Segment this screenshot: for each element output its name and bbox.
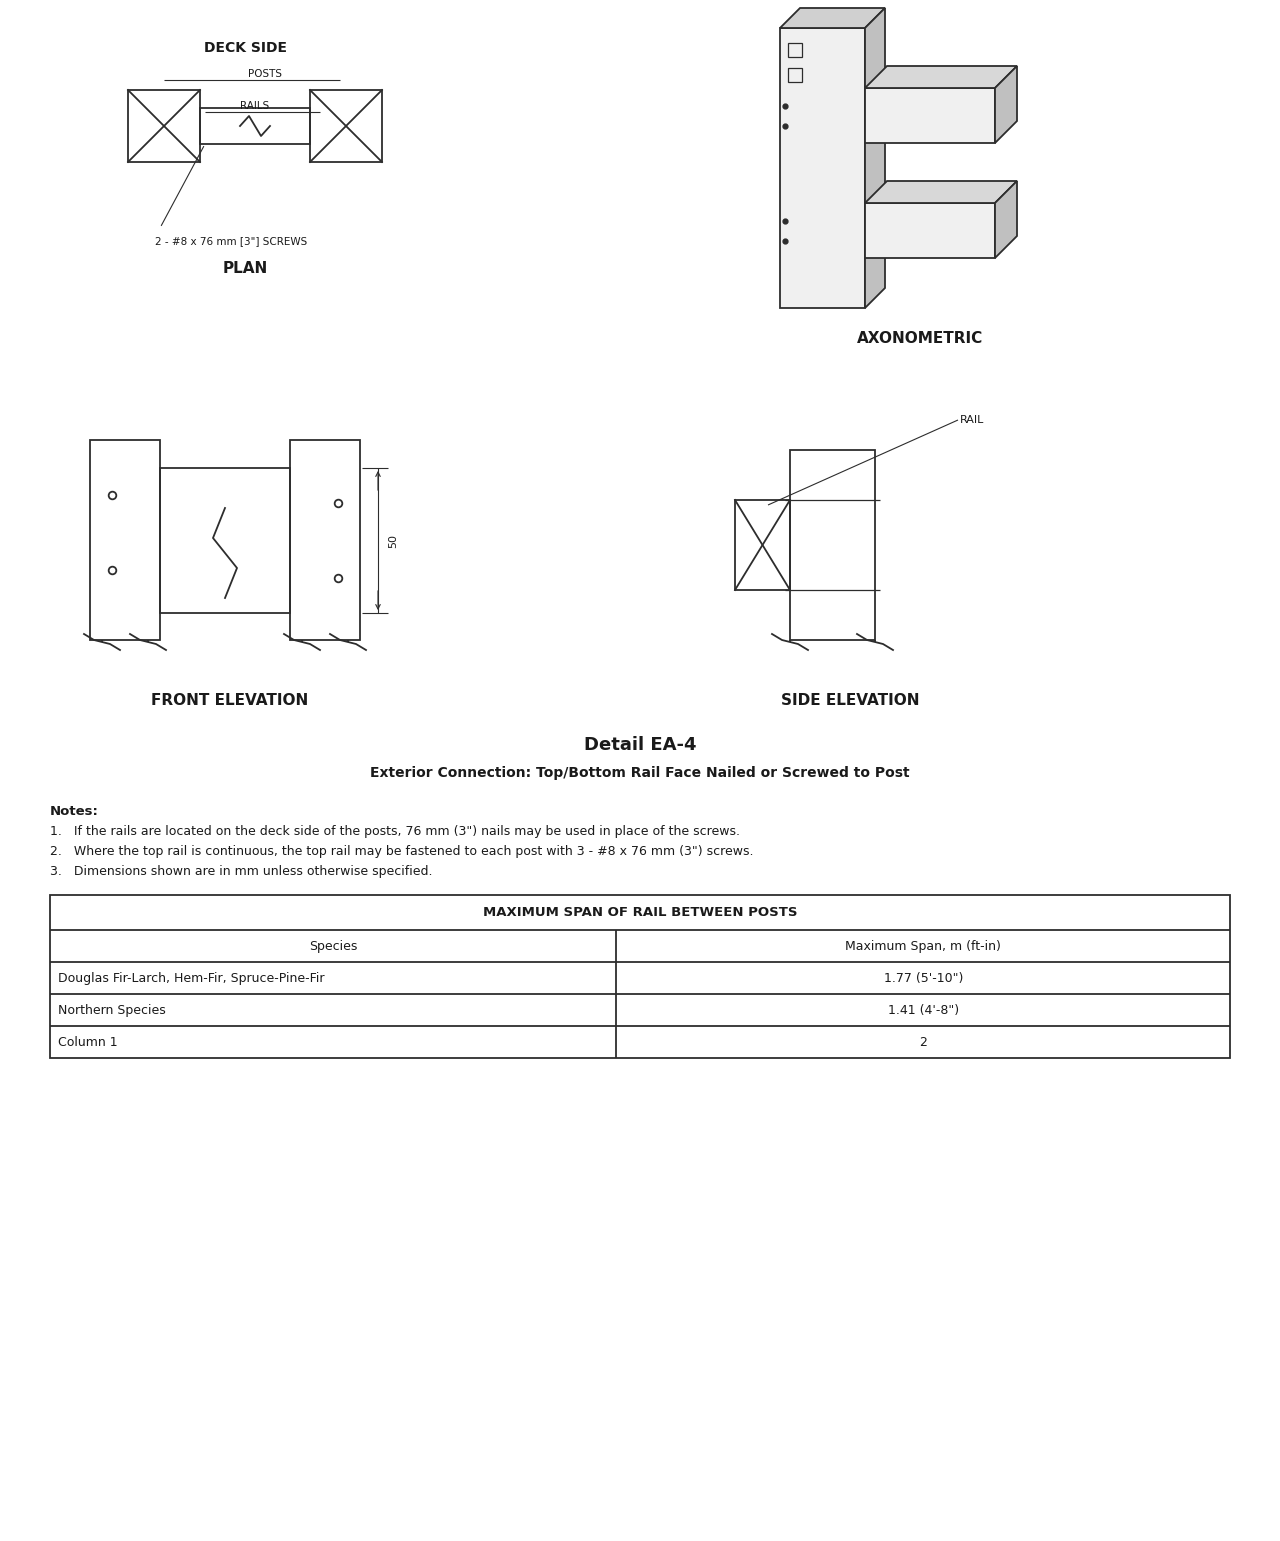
Bar xyxy=(128,89,200,162)
Text: AXONOMETRIC: AXONOMETRIC xyxy=(856,330,983,345)
Polygon shape xyxy=(865,8,884,308)
Text: Maximum Span, m (ft-in): Maximum Span, m (ft-in) xyxy=(845,940,1001,952)
Bar xyxy=(200,108,310,143)
Bar xyxy=(735,499,790,590)
Text: POSTS: POSTS xyxy=(248,69,282,79)
Bar xyxy=(865,88,995,143)
Bar xyxy=(780,28,865,308)
Bar xyxy=(790,450,876,640)
Text: Column 1: Column 1 xyxy=(58,1036,118,1048)
Text: MAXIMUM SPAN OF RAIL BETWEEN POSTS: MAXIMUM SPAN OF RAIL BETWEEN POSTS xyxy=(483,906,797,918)
Text: 2 - #8 x 76 mm [3"] SCREWS: 2 - #8 x 76 mm [3"] SCREWS xyxy=(155,236,307,247)
Bar xyxy=(310,89,381,162)
Bar xyxy=(160,468,291,613)
Polygon shape xyxy=(995,66,1018,143)
Text: 2.   Where the top rail is continuous, the top rail may be fastened to each post: 2. Where the top rail is continuous, the… xyxy=(50,844,754,858)
Polygon shape xyxy=(865,180,1018,203)
Text: RAILS: RAILS xyxy=(241,102,270,111)
Text: PLAN: PLAN xyxy=(223,260,268,276)
Text: Detail EA-4: Detail EA-4 xyxy=(584,737,696,754)
Polygon shape xyxy=(865,66,1018,88)
Text: 1.   If the rails are located on the deck side of the posts, 76 mm (3") nails ma: 1. If the rails are located on the deck … xyxy=(50,824,740,838)
Bar xyxy=(788,43,803,57)
Bar xyxy=(50,895,1230,1059)
Text: 1.77 (5'-10"): 1.77 (5'-10") xyxy=(883,971,963,985)
Text: Northern Species: Northern Species xyxy=(58,1003,165,1017)
Text: Douglas Fir-Larch, Hem-Fir, Spruce-Pine-Fir: Douglas Fir-Larch, Hem-Fir, Spruce-Pine-… xyxy=(58,971,325,985)
Text: 1.41 (4'-8"): 1.41 (4'-8") xyxy=(887,1003,959,1017)
Text: FRONT ELEVATION: FRONT ELEVATION xyxy=(151,692,308,707)
Text: Notes:: Notes: xyxy=(50,804,99,818)
Bar xyxy=(865,203,995,257)
Bar xyxy=(291,441,360,640)
Text: DECK SIDE: DECK SIDE xyxy=(204,42,287,55)
Text: Species: Species xyxy=(308,940,357,952)
Text: Exterior Connection: Top/Bottom Rail Face Nailed or Screwed to Post: Exterior Connection: Top/Bottom Rail Fac… xyxy=(370,766,910,780)
Bar xyxy=(788,68,803,82)
Text: 3.   Dimensions shown are in mm unless otherwise specified.: 3. Dimensions shown are in mm unless oth… xyxy=(50,865,433,878)
Text: SIDE ELEVATION: SIDE ELEVATION xyxy=(781,692,919,707)
Polygon shape xyxy=(995,180,1018,257)
Text: 2: 2 xyxy=(919,1036,927,1048)
Polygon shape xyxy=(780,8,884,28)
Bar xyxy=(90,441,160,640)
Text: RAIL: RAIL xyxy=(960,415,984,425)
Text: 50: 50 xyxy=(388,533,398,547)
